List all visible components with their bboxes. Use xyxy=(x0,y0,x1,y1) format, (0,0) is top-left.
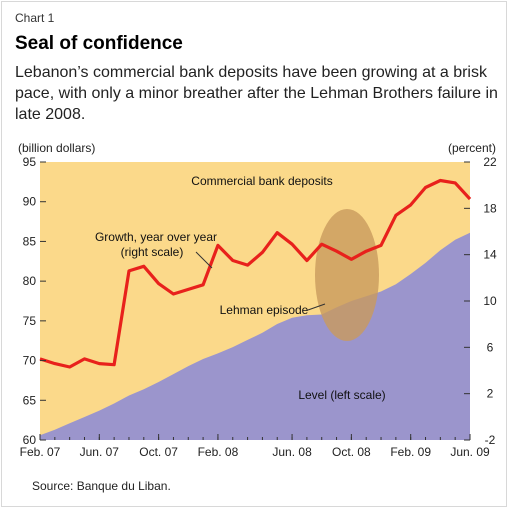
x-tick-label-3: Feb. 08 xyxy=(198,445,239,459)
right-tick-label-3: 10 xyxy=(483,294,497,308)
growth-label-line1: Growth, year over year xyxy=(95,230,217,244)
chart-number: Chart 1 xyxy=(15,11,55,25)
right-axis: -2 2 6 10 14 18 22 xyxy=(464,155,497,447)
level-area xyxy=(40,232,470,440)
left-tick-label-5: 85 xyxy=(23,234,37,248)
lehman-ellipse xyxy=(315,209,379,341)
x-tick-label-6: Feb. 09 xyxy=(390,445,431,459)
left-tick-label-0: 60 xyxy=(23,433,37,447)
growth-label-line2: (right scale) xyxy=(121,245,184,259)
chart-title: Seal of confidence xyxy=(15,33,183,54)
left-tick-label-4: 80 xyxy=(23,274,37,288)
x-tick-label-1: Jun. 07 xyxy=(80,445,120,459)
plot-title: Commercial bank deposits xyxy=(191,174,332,188)
chart-subtitle: Lebanon’s commercial bank deposits have … xyxy=(15,64,498,123)
right-tick-label-0: -2 xyxy=(485,433,496,447)
right-tick-label-6: 22 xyxy=(483,155,497,169)
x-tick-label-2: Oct. 07 xyxy=(139,445,178,459)
lehman-label: Lehman episode xyxy=(220,303,309,317)
right-tick-label-4: 14 xyxy=(483,248,497,262)
growth-label-pointer xyxy=(195,251,213,269)
right-tick-label-2: 6 xyxy=(487,340,494,354)
left-tick-label-6: 90 xyxy=(23,195,37,209)
level-label: Level (left scale) xyxy=(298,388,385,402)
left-tick-label-1: 65 xyxy=(23,393,37,407)
left-axis: 60 65 70 75 80 85 90 95 xyxy=(23,155,46,447)
left-axis-label: (billion dollars) xyxy=(18,141,95,155)
growth-line xyxy=(39,178,472,369)
left-tick-label-7: 95 xyxy=(23,155,37,169)
right-tick-label-5: 18 xyxy=(483,201,497,215)
x-axis: Feb. 07 Jun. 07 Oct. 07 Feb. 08 Jun. 08 Oct. … xyxy=(20,434,490,459)
source-note: Source: Banque du Liban. xyxy=(32,479,171,493)
right-axis-label: (percent) xyxy=(448,141,496,155)
lehman-label-pointer xyxy=(307,303,326,311)
x-tick-label-5: Oct. 08 xyxy=(332,445,371,459)
left-tick-label-3: 75 xyxy=(23,314,37,328)
x-tick-label-0: Feb. 07 xyxy=(20,445,61,459)
right-tick-label-1: 2 xyxy=(487,387,494,401)
x-tick-label-7: Jun. 09 xyxy=(450,445,490,459)
left-tick-label-2: 70 xyxy=(23,354,37,368)
x-tick-label-4: Jun. 08 xyxy=(272,445,312,459)
